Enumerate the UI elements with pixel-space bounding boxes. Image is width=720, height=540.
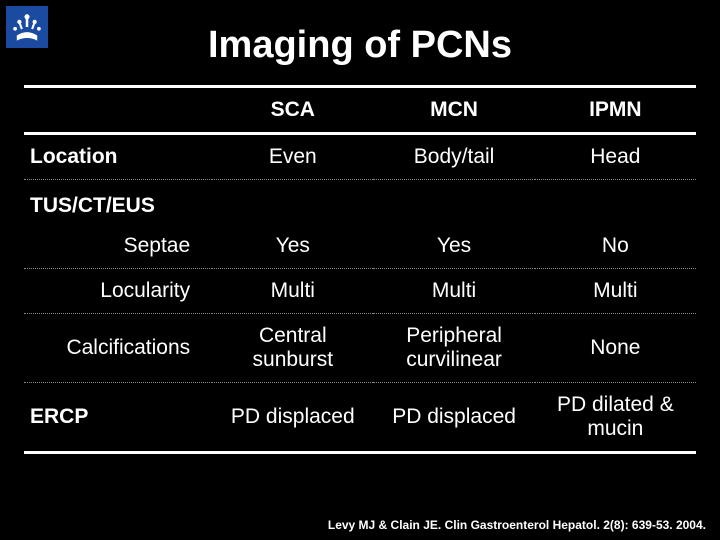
table-cell: Yes (212, 224, 373, 269)
table-row: LocularityMultiMultiMulti (24, 269, 696, 314)
table-cell: None (535, 314, 696, 383)
table-cell: Body/tail (373, 134, 534, 180)
table-cell: Peripheral curvilinear (373, 314, 534, 383)
table-row: SeptaeYesYesNo (24, 224, 696, 269)
table-section-row: TUS/CT/EUS (24, 180, 696, 225)
row-label: Locularity (24, 269, 212, 314)
column-header: SCA (212, 87, 373, 134)
table-row: ERCPPD displacedPD displacedPD dilated &… (24, 383, 696, 453)
table-cell: Multi (212, 269, 373, 314)
row-label: Calcifications (24, 314, 212, 383)
column-header: MCN (373, 87, 534, 134)
table-cell: Multi (535, 269, 696, 314)
table-header-row: SCA MCN IPMN (24, 87, 696, 134)
table-cell: Yes (373, 224, 534, 269)
logo-icon (6, 6, 48, 48)
table-cell: Central sunburst (212, 314, 373, 383)
column-header: IPMN (535, 87, 696, 134)
table-cell: Head (535, 134, 696, 180)
table-cell: No (535, 224, 696, 269)
row-label: Location (24, 134, 212, 180)
table-cell: PD displaced (212, 383, 373, 453)
row-label: ERCP (24, 383, 212, 453)
table-cell: PD displaced (373, 383, 534, 453)
page-title: Imaging of PCNs (0, 0, 720, 85)
comparison-table: SCA MCN IPMN LocationEvenBody/tailHeadTU… (0, 85, 720, 454)
table-row: LocationEvenBody/tailHead (24, 134, 696, 180)
table-cell: Multi (373, 269, 534, 314)
row-label: Septae (24, 224, 212, 269)
section-label: TUS/CT/EUS (24, 180, 696, 225)
table-cell: Even (212, 134, 373, 180)
table-row: CalcificationsCentral sunburstPeripheral… (24, 314, 696, 383)
table-cell: PD dilated & mucin (535, 383, 696, 453)
citation-text: Levy MJ & Clain JE. Clin Gastroenterol H… (328, 518, 706, 532)
